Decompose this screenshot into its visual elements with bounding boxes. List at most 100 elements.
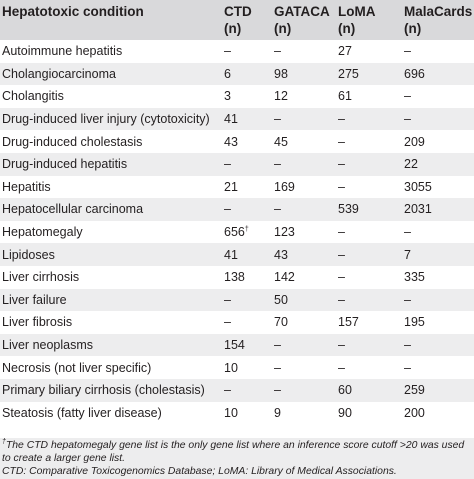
cell-gataca: – xyxy=(272,379,336,402)
cell-ctd: – xyxy=(222,153,272,176)
cell-gataca-value: 9 xyxy=(274,405,281,420)
header-row: Hepatotoxic condition CTD (n) GATACA (n) L… xyxy=(0,0,474,40)
cell-gataca-value: – xyxy=(274,44,281,59)
cell-loma: 275 xyxy=(336,63,402,86)
table-body: Autoimmune hepatitis – – 27 – Cholangiocarcin… xyxy=(0,40,474,425)
table-row: Hepatitis 21 169 – 3055 xyxy=(0,175,474,199)
cell-loma-value: – xyxy=(338,157,345,172)
cell-gataca: 50 xyxy=(272,289,336,312)
cell-loma: – xyxy=(336,266,402,289)
cell-condition: Steatosis (fatty liver disease) xyxy=(0,402,222,425)
header-loma-title: LoMA xyxy=(338,4,376,19)
cell-ctd-value: – xyxy=(224,383,231,398)
cell-gataca-value: – xyxy=(274,202,281,217)
cell-malacards-value: – xyxy=(404,360,411,375)
cell-malacards-value: 696 xyxy=(404,66,425,81)
cell-malacards: 335 xyxy=(402,266,474,289)
header-condition: Hepatotoxic condition xyxy=(0,0,222,40)
cell-gataca-value: 70 xyxy=(274,315,288,330)
header-gataca: GATACA (n) xyxy=(272,0,336,40)
cell-condition: Drug-induced hepatitis xyxy=(0,153,222,176)
cell-ctd-value: 10 xyxy=(224,405,238,420)
table-row: Hepatomegaly 656† 123– – xyxy=(0,220,474,244)
cell-condition-value: Cholangitis xyxy=(2,89,64,104)
cell-gataca-value: 142 xyxy=(274,270,295,285)
hepatotoxic-gene-table: Hepatotoxic condition CTD (n) GATACA (n) L… xyxy=(0,0,474,425)
cell-ctd: 6 xyxy=(222,63,272,86)
cell-ctd-value: 154 xyxy=(224,338,245,353)
header-malacards-title: MalaCards xyxy=(404,4,473,19)
cell-ctd-value: – xyxy=(224,315,231,330)
cell-condition-value: Hepatocellular carcinoma xyxy=(2,202,144,217)
cell-ctd-value: 656 xyxy=(224,225,245,240)
cell-malacards: 22 xyxy=(402,153,474,176)
header-ctd-title: CTD xyxy=(224,4,252,19)
cell-malacards-value: – xyxy=(404,44,411,59)
cell-ctd: – xyxy=(222,198,272,221)
cell-loma-value: 275 xyxy=(338,66,359,81)
cell-ctd: 41 xyxy=(222,108,272,131)
cell-loma-value: – xyxy=(338,270,345,285)
cell-condition-value: Hepatomegaly xyxy=(2,225,83,240)
cell-loma-value: – xyxy=(338,179,345,194)
cell-condition: Hepatomegaly xyxy=(0,221,222,244)
cell-gataca: 12 xyxy=(272,85,336,108)
cell-malacards: – xyxy=(402,289,474,312)
cell-gataca: – xyxy=(272,356,336,379)
cell-gataca: – xyxy=(272,334,336,357)
cell-loma: 539 xyxy=(336,198,402,221)
cell-gataca: 43 xyxy=(272,243,336,266)
cell-malacards-value: 22 xyxy=(404,157,418,172)
cell-loma-value: – xyxy=(338,225,345,240)
cell-loma: 157 xyxy=(336,311,402,334)
dagger-footnote-text: The CTD hepatomegaly gene list is the on… xyxy=(2,440,465,464)
table-row: Liver failure – 50 – – xyxy=(0,288,474,312)
cell-gataca-value: 98 xyxy=(274,66,288,81)
cell-condition: Necrosis (not liver specific) xyxy=(0,356,222,379)
table-row: Necrosis (not liver specific) 10 – – – xyxy=(0,356,474,379)
header-condition-title: Hepatotoxic condition xyxy=(2,4,144,19)
table-footnotes: †The CTD hepatomegaly gene list is the o… xyxy=(0,438,474,479)
cell-ctd-value: 43 xyxy=(224,134,238,149)
cell-condition-value: Liver fibrosis xyxy=(2,315,73,330)
cell-ctd: – xyxy=(222,311,272,334)
cell-gataca-value: 50 xyxy=(274,292,288,307)
cell-gataca: 9 xyxy=(272,402,336,425)
cell-condition: Cholangitis xyxy=(0,85,222,108)
cell-malacards-value: – xyxy=(404,292,411,307)
cell-loma-value: 27 xyxy=(338,44,352,59)
cell-loma-value: – xyxy=(338,360,345,375)
cell-loma: – xyxy=(336,130,402,153)
cell-condition-value: Liver neoplasms xyxy=(2,338,94,353)
cell-malacards-value: – xyxy=(404,338,411,353)
cell-loma-value: 61 xyxy=(338,89,352,104)
cell-malacards: 2031 xyxy=(402,198,474,221)
cell-condition: Autoimmune hepatitis xyxy=(0,40,222,63)
abbreviations-footnote: CTD: Comparative Toxicogenomics Database… xyxy=(2,466,397,477)
cell-condition-value: Lipidoses xyxy=(2,247,55,262)
cell-condition-value: Drug-induced liver injury (cytotoxicity) xyxy=(2,112,210,127)
cell-ctd: 43 xyxy=(222,130,272,153)
cell-malacards-value: 259 xyxy=(404,383,425,398)
cell-ctd: 138 xyxy=(222,266,272,289)
cell-malacards-value: 209 xyxy=(404,134,425,149)
cell-gataca-value: – xyxy=(274,338,281,353)
table-row: Autoimmune hepatitis – – 27 – xyxy=(0,40,474,63)
table-row: Drug-induced liver injury (cytotoxicity)… xyxy=(0,107,474,131)
cell-ctd: 10 xyxy=(222,402,272,425)
table-row: Lipidoses 41 43 – 7 xyxy=(0,243,474,266)
cell-condition-value: Drug-induced cholestasis xyxy=(2,134,143,149)
cell-gataca-value: 45 xyxy=(274,134,288,149)
cell-condition-value: Liver cirrhosis xyxy=(2,270,80,285)
cell-condition: Liver neoplasms xyxy=(0,334,222,357)
header-gataca-unit: (n) xyxy=(274,21,292,36)
cell-ctd-value: – xyxy=(224,157,231,172)
cell-loma-value: 539 xyxy=(338,202,359,217)
cell-ctd-value: 10 xyxy=(224,360,238,375)
header-gataca-title: GATACA xyxy=(274,4,330,19)
cell-malacards-value: 3055 xyxy=(404,179,432,194)
cell-gataca-value: – xyxy=(274,383,281,398)
cell-loma: – xyxy=(336,221,402,244)
table-row: Primary biliary cirrhosis (cholestasis) –… xyxy=(0,378,474,402)
cell-ctd: – xyxy=(222,40,272,63)
